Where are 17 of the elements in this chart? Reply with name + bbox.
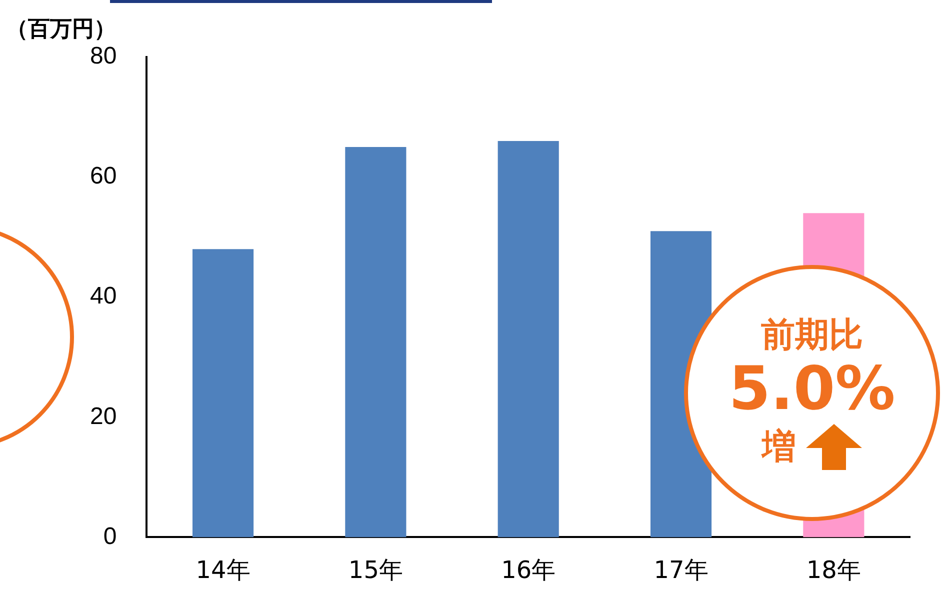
y-axis-title: （百万円） xyxy=(6,16,116,44)
y-tick-label: 0 xyxy=(103,522,117,550)
bar xyxy=(345,147,406,538)
annotation: 5.0% xyxy=(728,354,896,424)
bar xyxy=(498,141,559,538)
x-tick-label: 15年 xyxy=(348,556,403,584)
x-tick-label: 14年 xyxy=(196,556,250,584)
annotation: 増 xyxy=(762,426,796,467)
x-tick-label: 17年 xyxy=(654,556,708,584)
y-tick-label: 60 xyxy=(90,162,117,190)
x-tick-label: 18年 xyxy=(806,556,861,584)
y-tick-label: 80 xyxy=(90,42,117,70)
bar xyxy=(192,249,254,538)
y-tick-label: 20 xyxy=(90,402,117,430)
y-tick-label: 40 xyxy=(90,282,117,310)
annotation: 前期比 xyxy=(761,314,863,356)
x-tick-label: 16年 xyxy=(501,556,556,584)
